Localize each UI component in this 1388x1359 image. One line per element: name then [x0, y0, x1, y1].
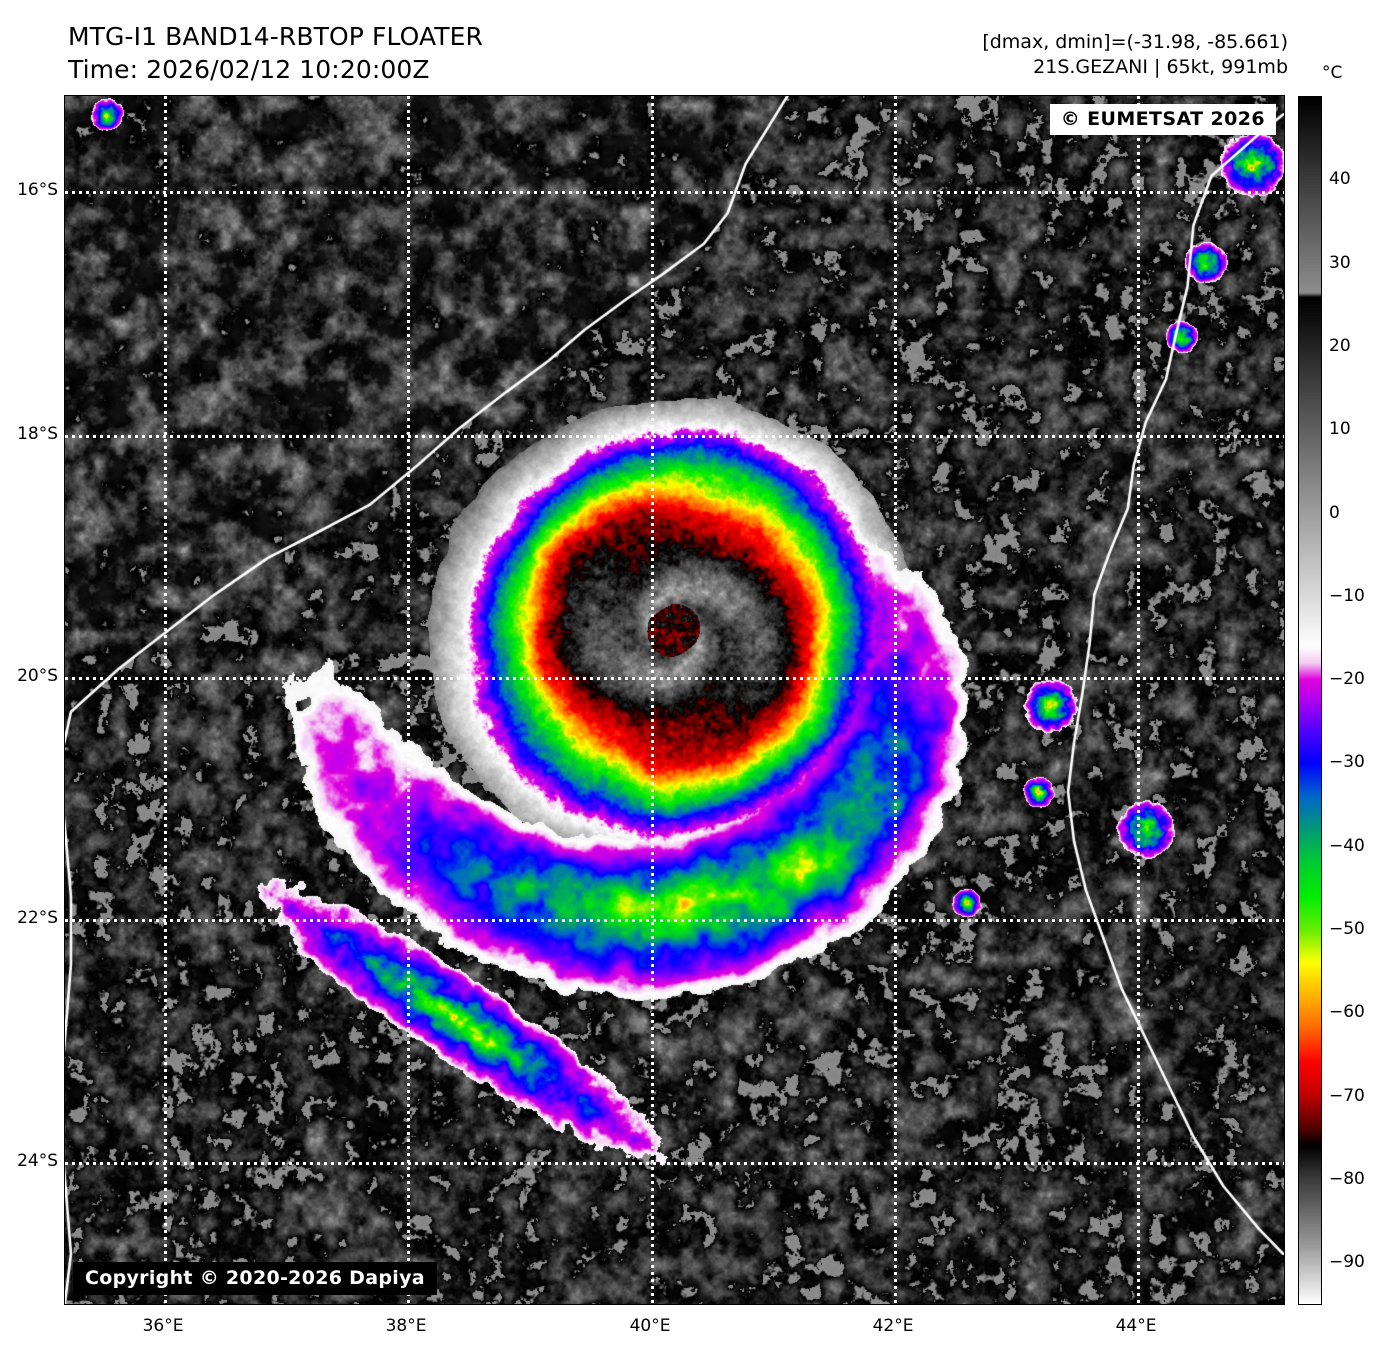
colorbar-tick-8: −40: [1329, 835, 1365, 856]
satellite-image-plot[interactable]: © EUMETSAT 2026 Copyright © 2020-2026 Da…: [64, 95, 1285, 1305]
timestamp: Time: 2026/02/12 10:20:00Z: [68, 55, 430, 84]
lon-tick-label-4: 44°E: [1115, 1316, 1157, 1336]
lon-tick-label-3: 42°E: [872, 1316, 914, 1336]
colorbar-tick-10: −60: [1329, 1002, 1365, 1023]
header-left: MTG-I1 BAND14-RBTOP FLOATER Time: 2026/0…: [68, 20, 483, 86]
colorbar-tick-11: −70: [1329, 1085, 1365, 1106]
lat-tick-label-1: 18°S: [17, 424, 58, 444]
lat-tick-label-3: 22°S: [17, 908, 58, 928]
colorbar-tick-0: 40: [1329, 169, 1351, 190]
colorbar-tick-7: −30: [1329, 752, 1365, 773]
colorbar-tick-12: −80: [1329, 1169, 1365, 1190]
dmax-dmin-label: [dmax, dmin]=(-31.98, -85.661): [982, 31, 1288, 53]
temperature-colorbar[interactable]: [1298, 96, 1322, 1305]
lat-tick-label-0: 16°S: [17, 180, 58, 200]
colorbar-gradient: [1299, 97, 1321, 1304]
header-right: [dmax, dmin]=(-31.98, -85.661) 21S.GEZAN…: [982, 30, 1288, 80]
colorbar-tick-3: 10: [1329, 419, 1351, 440]
storm-info-label: 21S.GEZANI | 65kt, 991mb: [1033, 56, 1288, 78]
colorbar-tick-13: −90: [1329, 1252, 1365, 1273]
colorbar-tick-5: −10: [1329, 585, 1365, 606]
lat-tick-label-4: 24°S: [17, 1151, 58, 1171]
dapiya-copyright-badge: Copyright © 2020-2026 Dapiya: [73, 1262, 437, 1295]
colorbar-tick-6: −20: [1329, 669, 1365, 690]
lon-tick-label-0: 36°E: [142, 1316, 184, 1336]
lon-tick-label-2: 40°E: [629, 1316, 671, 1336]
page-title: MTG-I1 BAND14-RBTOP FLOATER: [68, 22, 483, 51]
lat-tick-label-2: 20°S: [17, 666, 58, 686]
colorbar-tick-4: 0: [1329, 502, 1340, 523]
colorbar-tick-1: 30: [1329, 252, 1351, 273]
infrared-satellite-image: [65, 96, 1284, 1304]
lon-tick-label-1: 38°E: [385, 1316, 427, 1336]
eumetsat-copyright-badge: © EUMETSAT 2026: [1049, 104, 1276, 135]
colorbar-tick-2: 20: [1329, 335, 1351, 356]
colorbar-tick-9: −50: [1329, 919, 1365, 940]
colorbar-units-label: °C: [1322, 63, 1343, 83]
